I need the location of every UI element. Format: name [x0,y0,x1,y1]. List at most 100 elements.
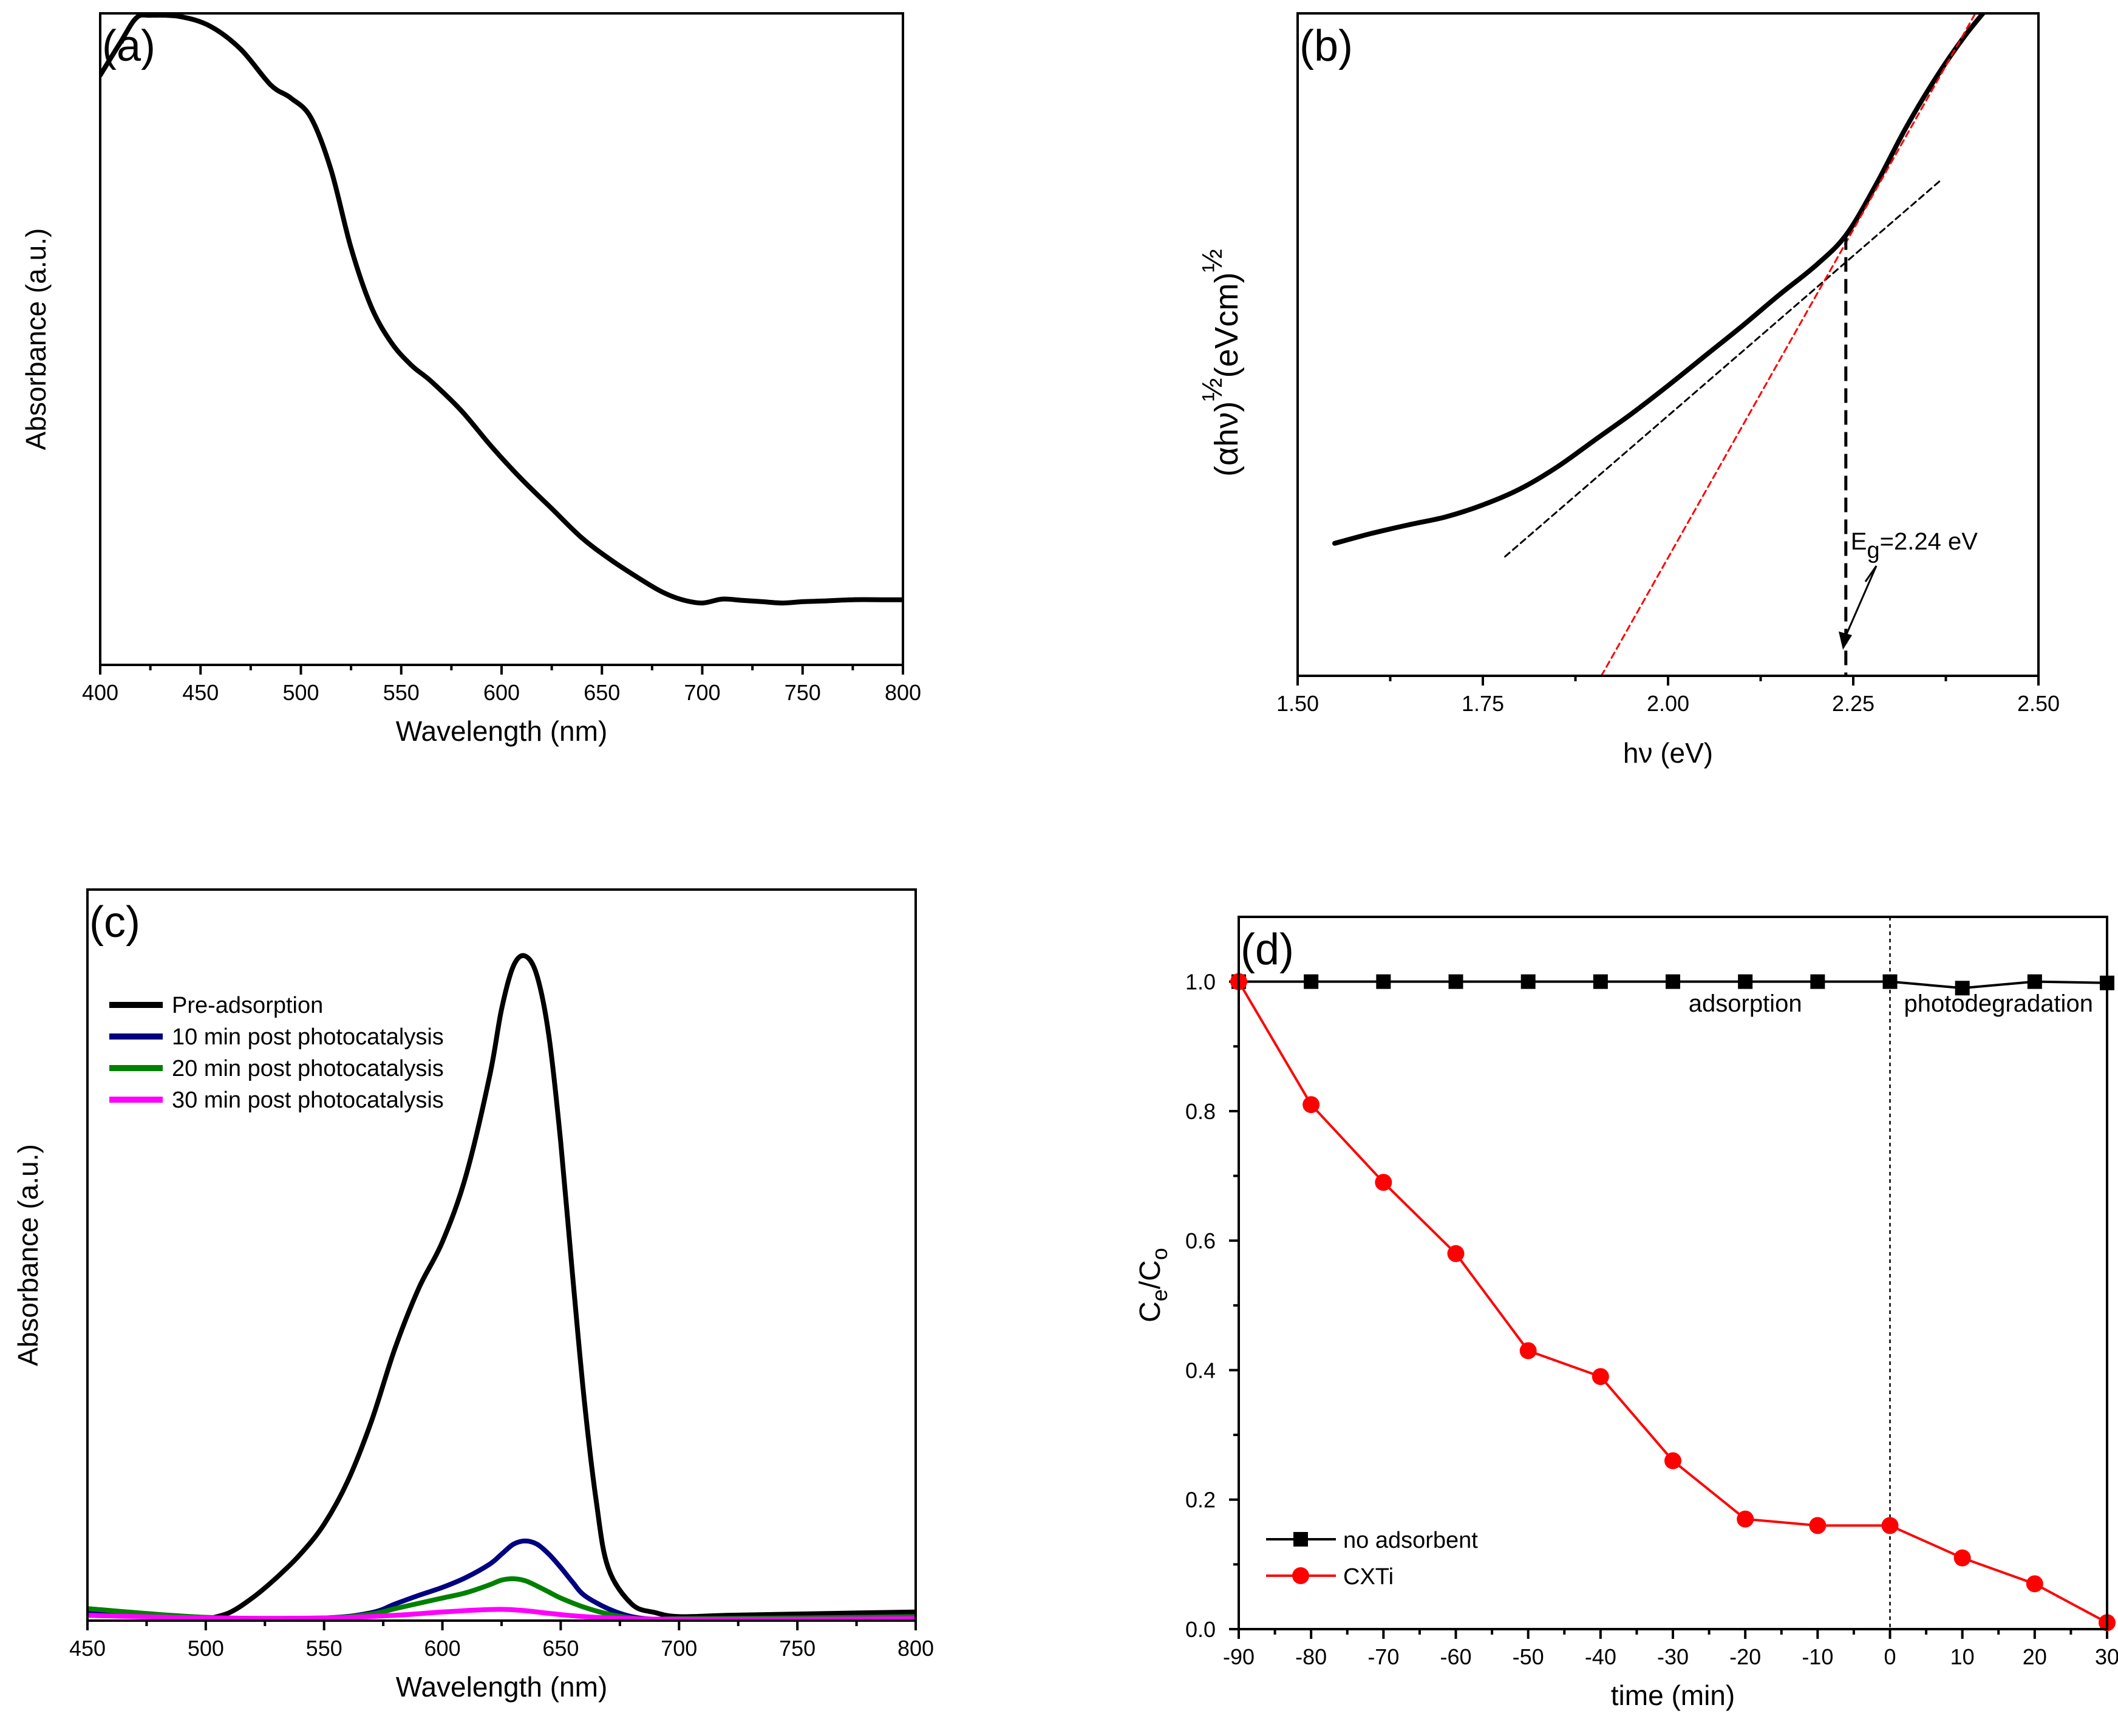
marker-square-point [1448,974,1463,989]
y-tick-label: 1.0 [1185,970,1216,995]
series-line-pre-adsorption [203,953,916,1621]
y-tick-label: 0.4 [1185,1358,1216,1383]
x-tick-label: 550 [383,680,420,705]
y-axis-label: (αhν)½(eVcm)½ [1196,249,1245,477]
marker-square-point [1810,974,1825,989]
panel-label: (c) [89,898,140,947]
y-axis-label-part: ½ [1196,249,1228,272]
marker-square-point [1666,974,1680,989]
x-tick-label: 2.00 [1647,691,1689,716]
x-tick-label: 30 [2095,1644,2118,1669]
chart-panel-a: 400 450 500 550 600 650 700 750 800 (a) Wavelength… [82,12,921,747]
marker-square-point [1304,974,1319,989]
legend: no adsorbent CXTi [1266,1528,1478,1590]
panel-label: (d) [1241,925,1294,974]
x-tick-label: 20 [2023,1644,2047,1669]
series-line-30-min-post-photocatalysis [87,1607,916,1621]
x-tick-label: 750 [785,680,821,705]
series-line-cxti [1239,980,2107,1624]
chart-panel-d: -90 -80 -70 -60 -50 -40 -30 -20 -10 0 10 20 30 0.0 0.2… [1185,916,2118,1711]
marker-circle-point [1664,1452,1681,1469]
legend-swatch-marker [1293,1532,1308,1547]
x-tick-label: 2.50 [2017,691,2060,716]
x-tick-label: 500 [188,1636,224,1661]
x-tick-label: 450 [69,1636,106,1661]
series-line-linear-fit-low-energy- [1504,178,1943,558]
marker-circle-point [1737,1510,1754,1528]
marker-circle-point [1953,1549,1971,1567]
panel-label: (b) [1299,22,1353,70]
annotation-arrow [1842,565,1878,643]
series-group [100,13,903,606]
legend-label: no adsorbent [1343,1528,1478,1553]
x-tick-label: 550 [306,1636,342,1661]
legend: Pre-adsorption 10 min post photocatalysis… [109,993,444,1113]
x-tick-label: 1.50 [1276,691,1319,716]
annotation-part: E [1851,528,1867,555]
x-tick-label: 800 [885,680,921,705]
x-tick-label: -20 [1729,1644,1761,1669]
x-tick-label: 700 [661,1636,697,1661]
x-tick-label: -50 [1513,1644,1544,1669]
legend-label: 20 min post photocatalysis [172,1056,444,1081]
x-tick-label: -90 [1223,1644,1255,1669]
annotation-part: =2.24 eV [1880,528,1978,555]
x-tick-label: 750 [779,1636,816,1661]
chart-panel-c: 450 500 550 600 650 700 750 800 (c) Wavelength (n… [69,888,934,1703]
series-line-linear-fit-absorption-edge- [1600,13,1977,676]
y-axis-label: Ce/Co [1134,1248,1172,1322]
x-tick-label: -80 [1295,1644,1327,1669]
y-axis-label-part: C [1134,1301,1166,1322]
marker-square-point [1520,974,1536,989]
marker-square-point [1738,974,1753,989]
marker-square-point [1882,974,1898,989]
series-line-tauc-plot [1332,13,1986,546]
x-tick-label: -40 [1585,1644,1616,1669]
y-tick-label: 0.2 [1185,1488,1216,1513]
legend-label: 30 min post photocatalysis [172,1088,444,1113]
x-tick-label: 650 [584,680,620,705]
y-axis-label-part: (αhν) [1208,401,1245,477]
marker-square-point [1593,974,1608,989]
plot-frame [86,888,917,1622]
marker-circle-point [1592,1368,1609,1386]
x-axis-label: hν (eV) [1623,737,1713,769]
marker-circle-point [1375,1174,1392,1191]
x-axis-label: time (min) [1611,1680,1735,1711]
x-tick-label: 1.75 [1462,691,1504,716]
x-tick-label: 500 [282,680,319,705]
marker-circle-point [1519,1342,1537,1360]
series-line-absorbance [100,13,903,606]
legend-label: CXTi [1343,1564,1394,1590]
marker-circle-point [2026,1575,2043,1593]
x-tick-label: 10 [1950,1644,1975,1669]
chart-panel-b: 1.50 1.75 2.00 2.25 2.50 (b) hν (eV) [1276,12,2060,769]
marker-circle-point [1881,1517,1899,1534]
bandgap-annotation: Eg=2.24 eV [1851,528,1978,563]
x-tick-label: 2.25 [1832,691,1875,716]
marker-square-point [1955,981,1970,996]
x-tick-label: -30 [1657,1644,1689,1669]
annotation-arrowhead [1839,631,1852,650]
y-axis-label-part: e [1147,1289,1172,1301]
x-tick-label: 450 [182,680,219,705]
y-tick-label: 0.8 [1185,1099,1216,1124]
x-tick-label: 0 [1884,1644,1896,1669]
marker-square-point [1376,974,1391,989]
series-group [87,953,916,1621]
plot-frame [1296,12,2040,677]
marker-circle-point [1447,1245,1465,1262]
x-axis-label: Wavelength (nm) [396,715,608,747]
y-axis-label: Absorbance (a.u.) [12,1144,44,1366]
x-tick-label: 400 [82,680,118,705]
y-axis-label-part: ½ [1196,378,1228,401]
plot-frame [99,12,904,666]
x-tick-label: -60 [1440,1644,1471,1669]
annotation-part: g [1867,538,1879,563]
x-tick-label: -70 [1367,1644,1399,1669]
x-axis-label: Wavelength (nm) [396,1671,608,1703]
x-tick-label: 700 [684,680,720,705]
x-tick-label: 600 [424,1636,461,1661]
series-group [1239,980,2107,1624]
series-group [1332,13,1986,676]
